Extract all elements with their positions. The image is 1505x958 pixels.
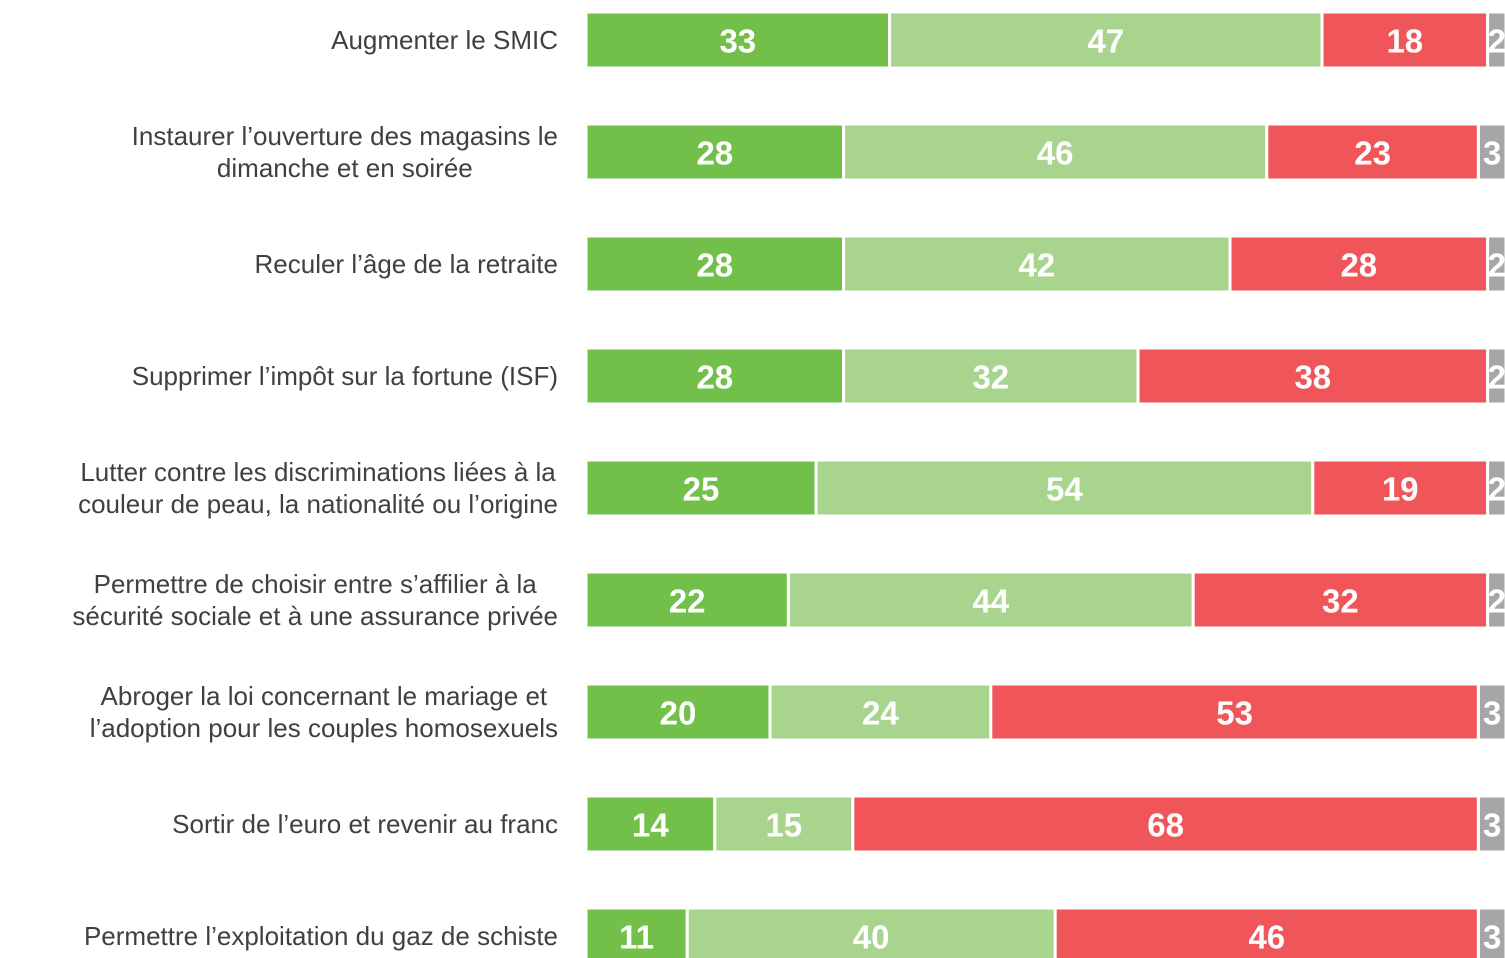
bar-segment	[786, 570, 1195, 630]
category-label: Supprimer l’impôt sur la fortune (ISF)	[131, 361, 558, 391]
bar-segment	[1136, 346, 1490, 406]
category-label: Permettre de choisir entre s’affilier à …	[72, 569, 558, 631]
value-label: 23	[1354, 135, 1391, 172]
category-label: Instaurer l’ouverture des magasins le di…	[131, 121, 558, 183]
bar-segment	[1476, 906, 1505, 958]
bar-segment	[1486, 570, 1505, 630]
bar-segment	[888, 10, 1324, 70]
value-label: 2	[1488, 471, 1505, 508]
value-label: 18	[1386, 23, 1423, 60]
value-label: 46	[1037, 135, 1074, 172]
bar-segment	[1228, 234, 1490, 294]
category-label: Reculer l’âge de la retraite	[254, 249, 559, 279]
category-label: Abroger la loi concernant le mariage et …	[89, 681, 558, 743]
value-label: 28	[696, 135, 733, 172]
value-label: 28	[696, 359, 733, 396]
category-label: Permettre l’exploitation du gaz de schis…	[83, 921, 558, 951]
value-label: 44	[972, 583, 1009, 620]
bar-segment	[842, 122, 1269, 182]
bar-segment	[1476, 794, 1505, 854]
value-label: 3	[1483, 695, 1501, 732]
value-label: 46	[1248, 919, 1285, 956]
bar-segment	[1053, 906, 1480, 958]
value-label: 54	[1046, 471, 1083, 508]
value-label: 3	[1483, 919, 1501, 956]
bar-segment	[1486, 234, 1505, 294]
category-label: Sortir de l’euro et revenir au franc	[172, 809, 558, 839]
value-label: 20	[660, 695, 697, 732]
bar-segment	[1191, 570, 1490, 630]
value-label: 32	[1322, 583, 1359, 620]
bar-segment	[1476, 122, 1505, 182]
value-label: 2	[1488, 23, 1505, 60]
value-label: 14	[632, 807, 669, 844]
bar-segment	[584, 346, 846, 406]
value-label: 28	[696, 247, 733, 284]
value-label: 28	[1340, 247, 1377, 284]
value-label: 47	[1087, 23, 1124, 60]
value-label: 3	[1483, 135, 1501, 172]
value-label: 11	[619, 919, 654, 956]
value-label: 68	[1147, 807, 1184, 844]
value-label: 22	[669, 583, 706, 620]
bar-segment	[584, 570, 790, 630]
value-label: 19	[1382, 471, 1419, 508]
bar-segment	[1265, 122, 1480, 182]
bar-segment	[1476, 682, 1505, 742]
category-label: Lutter contre les discriminations liées …	[78, 457, 558, 519]
value-label: 15	[765, 807, 802, 844]
value-label: 38	[1294, 359, 1331, 396]
value-label: 2	[1488, 247, 1505, 284]
bar-segment	[584, 10, 892, 70]
bar-segment	[584, 682, 772, 742]
value-label: 33	[719, 23, 756, 60]
bar-segment	[1486, 346, 1505, 406]
value-label: 40	[853, 919, 890, 956]
bar-segment	[584, 458, 818, 518]
value-label: 2	[1488, 583, 1505, 620]
value-label: 42	[1018, 247, 1055, 284]
bar-segment	[1486, 458, 1505, 518]
value-label: 24	[862, 695, 899, 732]
value-label: 3	[1483, 807, 1501, 844]
value-label: 32	[972, 359, 1009, 396]
value-label: 2	[1488, 359, 1505, 396]
bar-segment	[1311, 458, 1490, 518]
bar-segment	[584, 122, 846, 182]
bar-segment	[1486, 10, 1505, 70]
bar-segment	[768, 682, 993, 742]
bar-segment	[713, 794, 855, 854]
category-label: Augmenter le SMIC	[331, 25, 558, 55]
bar-segment	[842, 346, 1140, 406]
value-label: 25	[683, 471, 720, 508]
value-label: 53	[1216, 695, 1253, 732]
bar-segment	[814, 458, 1315, 518]
